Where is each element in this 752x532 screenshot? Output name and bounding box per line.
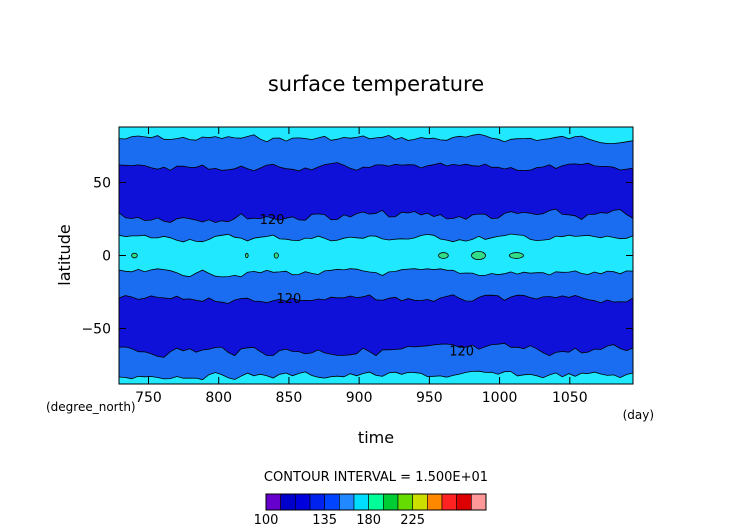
- colorbar-swatch: [295, 493, 311, 511]
- y-axis-ticks: 50 0 −50: [81, 175, 633, 338]
- colorbar-swatch: [441, 493, 457, 511]
- x-axis-ticks: 750 800 850 900 950 1000 1050: [135, 127, 588, 406]
- contour-line: [118, 133, 634, 144]
- y-axis-label: latitude: [55, 224, 74, 285]
- x-tick-label: 750: [135, 390, 162, 406]
- colorbar-swatch: [368, 493, 384, 511]
- contour-labels: 120 120 120: [260, 213, 474, 359]
- y-tick-label: 50: [93, 175, 111, 191]
- colorbar-swatch: [339, 493, 355, 511]
- x-tick-label: 1050: [552, 390, 588, 406]
- contour-band: [119, 134, 633, 171]
- x-tick-label: 800: [205, 390, 232, 406]
- contour-line: [118, 342, 634, 358]
- contour-band: [119, 294, 633, 358]
- colorbar-frame: [265, 493, 487, 511]
- colorbar-swatch: [397, 493, 413, 511]
- y-tick-label: −50: [81, 322, 111, 338]
- contour-band: [119, 268, 633, 304]
- contour-patch: [131, 252, 138, 259]
- contour-line: [118, 268, 634, 278]
- x-tick-label: 900: [346, 390, 373, 406]
- contour-line: [118, 370, 634, 381]
- y-tick-label: 0: [102, 249, 111, 265]
- contour-line: [118, 208, 634, 223]
- contour-line: [118, 294, 634, 304]
- colorbar-swatch: [309, 493, 325, 511]
- contour-label: 120: [260, 213, 285, 228]
- contour-band: [119, 209, 633, 242]
- colorbar: 100 135 180 225: [254, 493, 487, 528]
- chart-title: surface temperature: [268, 72, 484, 96]
- plot-area: 120 120 120 750 800 850 900 950 1000 1050 50 0 −50: [81, 126, 634, 406]
- x-tick-label: 1000: [482, 390, 518, 406]
- contour-patch: [244, 252, 249, 259]
- contour-patches: [131, 251, 524, 260]
- contour-patch: [273, 252, 279, 259]
- x-tick-label: 850: [276, 390, 303, 406]
- colorbar-tick-label: 225: [400, 513, 425, 528]
- colorbar-swatch: [456, 493, 472, 511]
- colorbar-swatch: [412, 493, 428, 511]
- contour-patch: [471, 251, 486, 260]
- contour-label: 120: [277, 292, 302, 307]
- contour-bands: [118, 127, 634, 384]
- colorbar-tick-label: 100: [254, 513, 279, 528]
- colorbar-swatch: [324, 493, 340, 511]
- colorbar-tick-label: 180: [356, 513, 381, 528]
- colorbar-tick-label: 135: [312, 513, 337, 528]
- contour-band: [119, 343, 633, 380]
- contour-line: [118, 162, 634, 172]
- colorbar-swatch: [383, 493, 399, 511]
- x-axis-unit: (day): [623, 408, 654, 422]
- y-axis-unit: (degree_north): [46, 400, 136, 414]
- x-tick-label: 950: [416, 390, 443, 406]
- x-axis-label: time: [358, 428, 394, 447]
- colorbar-swatch: [427, 493, 443, 511]
- contour-band: [119, 127, 633, 144]
- contour-band: [119, 234, 633, 277]
- colorbar-swatch: [353, 493, 369, 511]
- colorbar-swatch: [471, 493, 487, 511]
- contour-line: [118, 233, 634, 243]
- contour-interval-text: CONTOUR INTERVAL = 1.500E+01: [264, 470, 488, 485]
- colorbar-swatch: [265, 493, 281, 511]
- contour-patch: [438, 252, 449, 259]
- contour-patch: [509, 252, 524, 259]
- contour-band: [119, 162, 633, 223]
- contour-band: [119, 371, 633, 384]
- contour-label: 120: [449, 344, 474, 359]
- colorbar-swatch: [280, 493, 296, 511]
